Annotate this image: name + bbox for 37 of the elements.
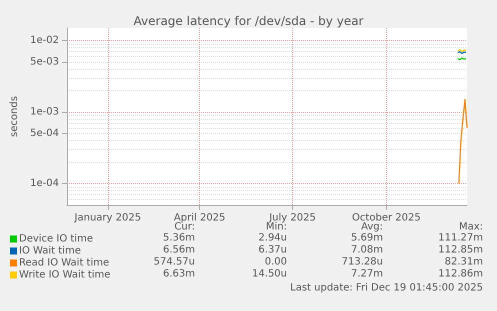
text: Last update: Fri Dec 19 01:45:00 2025 xyxy=(290,282,484,294)
line-series xyxy=(458,98,468,184)
legend-label: Device IO time xyxy=(19,234,93,244)
text: 7.27m xyxy=(350,268,384,280)
y-tick-label: 5e-03 xyxy=(30,56,59,68)
text: 5.69m xyxy=(350,232,384,244)
text: 713.28u xyxy=(342,256,383,268)
text: 6.63m xyxy=(162,268,196,280)
text: 6.56m xyxy=(162,244,196,256)
text: Max: xyxy=(458,222,484,232)
chart-title: Average latency for /dev/sda - by year xyxy=(134,14,364,28)
text: Cur: xyxy=(174,222,195,232)
text: 111.27m xyxy=(438,232,484,244)
text: 7.08m xyxy=(350,244,384,256)
text: 82.31m xyxy=(444,256,484,268)
legend-label: IO Wait time xyxy=(19,246,81,256)
x-tick-label: July 2025 xyxy=(268,212,316,224)
y-tick-label: 1e-04 xyxy=(30,178,59,189)
legend-label: Write IO Wait time xyxy=(19,270,110,280)
legend-label: Read IO Wait time xyxy=(19,258,110,268)
x-tick-label: April 2025 xyxy=(174,212,226,224)
text: 5.36m xyxy=(162,232,196,244)
text: Min: xyxy=(266,222,288,232)
text: 14.50u xyxy=(252,268,288,280)
text: 0.00 xyxy=(264,256,287,268)
y-tick-label: 5e-04 xyxy=(30,128,59,140)
x-tick-label: October 2025 xyxy=(352,212,421,224)
text: 6.37u xyxy=(258,244,288,256)
x-tick-label: January 2025 xyxy=(74,212,142,224)
text: Avg: xyxy=(361,222,383,232)
text: 112.85m xyxy=(438,244,484,256)
y-tick-label: 1e-03 xyxy=(30,106,59,118)
text: 2.94u xyxy=(258,232,288,244)
y-axis-title: seconds xyxy=(8,96,20,137)
text: 112.86m xyxy=(438,268,484,280)
y-tick-label: 1e-02 xyxy=(30,35,59,46)
text: 574.57u xyxy=(154,256,195,268)
